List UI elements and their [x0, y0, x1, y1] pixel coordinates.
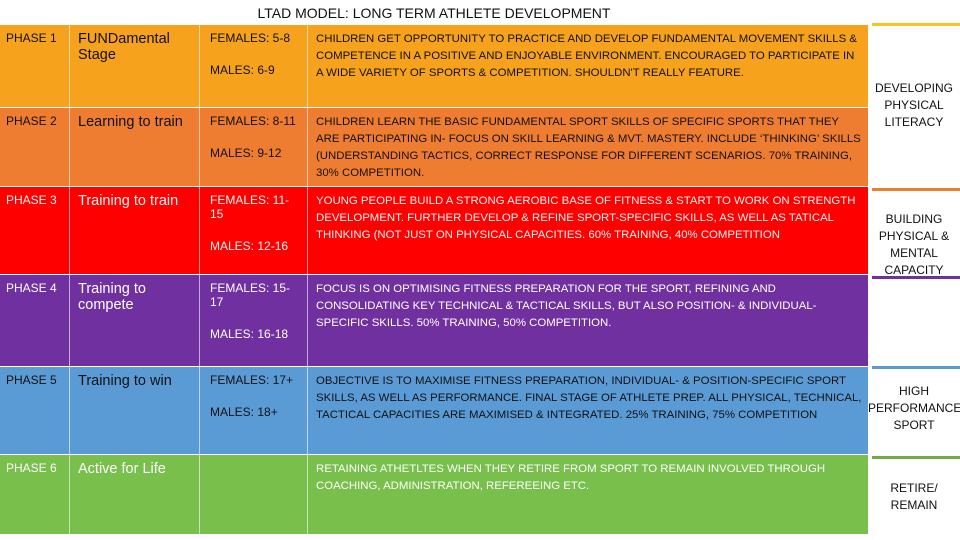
description-cell: RETAINING ATHETLTES WHEN THEY RETIRE FRO…	[316, 463, 826, 492]
description-cell: FOCUS IS ON OPTIMISING FITNESS PREPARATI…	[316, 283, 817, 329]
phase-cell: PHASE 6	[0, 455, 70, 534]
ages-cell: FEMALES: 8-11 MALES: 9-12	[200, 108, 308, 186]
ages-cell: FEMALES: 15-17 MALES: 16-18	[200, 275, 308, 366]
age-range: MALES: 12-16	[210, 239, 289, 253]
phase-cell: PHASE 5	[0, 367, 70, 454]
side-label: BUILDING PHYSICAL & MENTAL CAPACITY	[878, 212, 950, 277]
table-row: PHASE 2 Learning to train FEMALES: 8-11 MAL…	[0, 108, 868, 187]
stage-cell: Active for Life	[70, 455, 200, 534]
side-label: RETIRE/ REMAIN	[890, 481, 938, 512]
table-row: PHASE 5 Training to win FEMALES: 17+ MALES:…	[0, 367, 868, 455]
ages-cell	[200, 455, 308, 534]
stage-cell: Training to train	[70, 187, 200, 274]
title: LTAD MODEL: LONG TERM ATHLETE DEVELOPMEN…	[257, 5, 611, 21]
table-row: PHASE 4 Training to compete FEMALES: 15-17…	[0, 275, 868, 367]
phase-cell: PHASE 1	[0, 25, 70, 107]
description-cell: OBJECTIVE IS TO MAXIMISE FITNESS PREPARA…	[316, 375, 862, 421]
age-range: FEMALES: 15-17	[210, 281, 291, 309]
age-range: FEMALES: 11-15	[210, 193, 290, 221]
phase-cell: PHASE 3	[0, 187, 70, 274]
age-range: MALES: 6-9	[210, 63, 275, 77]
stage-cell: Learning to train	[70, 108, 200, 186]
description-cell: YOUNG PEOPLE BUILD A STRONG AEROBIC BASE…	[316, 195, 856, 241]
phase-cell: PHASE 4	[0, 275, 70, 366]
divider	[872, 456, 960, 459]
table-row: PHASE 1 FUNDamental Stage FEMALES: 5-8 MALE…	[0, 25, 868, 108]
table-row: PHASE 6 Active for Life RETAINING ATHETLTE…	[0, 455, 868, 535]
stage-cell: Training to win	[70, 367, 200, 454]
table: PHASE 1 FUNDamental Stage FEMALES: 5-8 MALE…	[0, 25, 868, 535]
side-label: HIGH PERFORMANCE SPORT	[868, 384, 960, 432]
stage-cell: Training to compete	[70, 275, 200, 366]
age-range: FEMALES: 17+	[210, 373, 294, 387]
ages-cell: FEMALES: 17+ MALES: 18+	[200, 367, 308, 454]
age-range: MALES: 9-12	[210, 146, 282, 160]
divider	[872, 23, 960, 26]
table-row: PHASE 3 Training to train FEMALES: 11-15 MA…	[0, 187, 868, 275]
side-label: DEVELOPING PHYSICAL LITERACY	[874, 81, 954, 129]
age-range: FEMALES: 8-11	[210, 114, 296, 128]
ages-cell: FEMALES: 11-15 MALES: 12-16	[200, 187, 308, 274]
age-range: FEMALES: 5-8	[210, 31, 291, 45]
divider	[872, 366, 960, 369]
divider	[872, 188, 960, 191]
age-range: MALES: 16-18	[210, 327, 289, 341]
stage-cell: FUNDamental Stage	[70, 25, 200, 107]
ages-cell: FEMALES: 5-8 MALES: 6-9	[200, 25, 308, 107]
divider	[872, 276, 960, 279]
age-range: MALES: 18+	[210, 405, 278, 419]
description-cell: CHILDREN LEARN THE BASIC FUNDAMENTAL SPO…	[316, 116, 861, 179]
phase-cell: PHASE 2	[0, 108, 70, 186]
description-cell: CHILDREN GET OPPORTUNITY TO PRACTICE AND…	[316, 33, 857, 79]
